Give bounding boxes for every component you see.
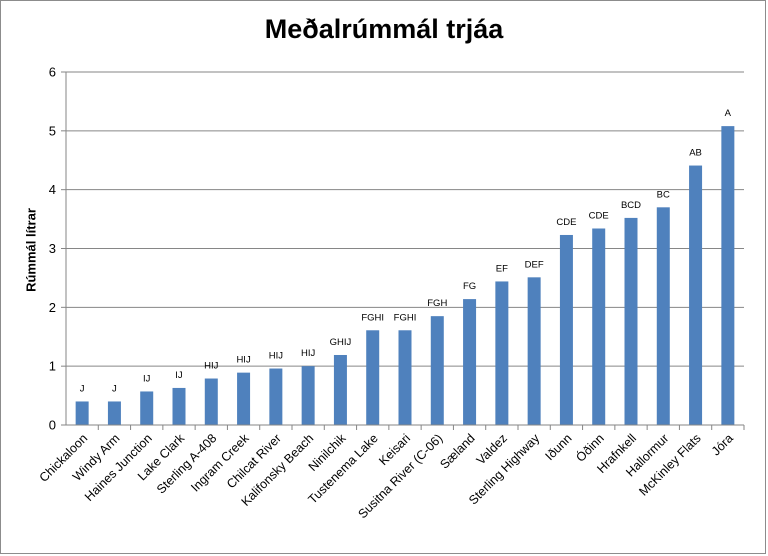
data-label: GHIJ bbox=[330, 337, 352, 348]
bar bbox=[301, 366, 315, 425]
data-label: CDE bbox=[589, 210, 609, 221]
bar bbox=[430, 316, 444, 425]
bar bbox=[172, 387, 186, 425]
data-label: HIJ bbox=[204, 361, 219, 372]
data-label: AB bbox=[689, 148, 702, 159]
y-tick-label: 1 bbox=[49, 359, 56, 374]
bar bbox=[269, 368, 283, 425]
y-tick-label: 6 bbox=[49, 65, 56, 80]
data-label: CDE bbox=[556, 217, 576, 228]
x-category-label: Jóra bbox=[709, 431, 736, 458]
y-tick-label: 0 bbox=[49, 418, 56, 433]
bar bbox=[237, 372, 251, 425]
y-tick-label: 2 bbox=[49, 300, 56, 315]
data-label: FGHI bbox=[394, 312, 417, 323]
bar bbox=[592, 228, 606, 425]
bar bbox=[333, 354, 347, 425]
data-label: IJ bbox=[175, 370, 183, 381]
bar bbox=[624, 217, 638, 425]
data-label: J bbox=[80, 383, 85, 394]
data-label: FGHI bbox=[361, 312, 384, 323]
x-category-label: Sæland bbox=[437, 431, 477, 471]
y-tick-label: 4 bbox=[49, 182, 56, 197]
data-label: A bbox=[725, 108, 732, 119]
data-label: HIJ bbox=[269, 351, 284, 362]
y-tick-label: 3 bbox=[49, 241, 56, 256]
axes bbox=[65, 72, 745, 430]
bar bbox=[689, 165, 703, 426]
data-label: EF bbox=[496, 263, 508, 274]
data-label: HIJ bbox=[236, 355, 251, 366]
bars bbox=[75, 126, 735, 426]
data-labels: J J IJ IJ HIJ HIJ HIJ HIJ GHIJ FGHI FGHI FGH FG EF DEF… bbox=[80, 108, 732, 394]
bar bbox=[721, 126, 735, 426]
data-label: DEF bbox=[525, 259, 544, 270]
bar bbox=[140, 391, 154, 425]
y-axis-ticks: 0 1 2 3 4 5 6 bbox=[49, 65, 66, 433]
data-label: HIJ bbox=[301, 348, 316, 359]
bar bbox=[398, 330, 412, 425]
bar bbox=[527, 277, 541, 425]
data-label: IJ bbox=[143, 373, 151, 384]
bar bbox=[107, 401, 121, 425]
x-category-label: Iðunn bbox=[543, 431, 575, 463]
data-label: FGH bbox=[427, 298, 447, 309]
data-label: FG bbox=[463, 281, 476, 292]
bar bbox=[559, 234, 573, 425]
bar bbox=[204, 378, 218, 425]
chart-title: Meðalrúmmál trjáa bbox=[264, 14, 504, 44]
data-label: BC bbox=[657, 189, 670, 200]
y-tick-label: 5 bbox=[49, 123, 56, 138]
bar bbox=[656, 207, 670, 425]
bar bbox=[366, 330, 380, 425]
data-label: J bbox=[112, 383, 117, 394]
bar bbox=[495, 281, 509, 425]
bar bbox=[463, 299, 477, 425]
data-label: BCD bbox=[621, 200, 641, 211]
bar bbox=[75, 401, 89, 425]
